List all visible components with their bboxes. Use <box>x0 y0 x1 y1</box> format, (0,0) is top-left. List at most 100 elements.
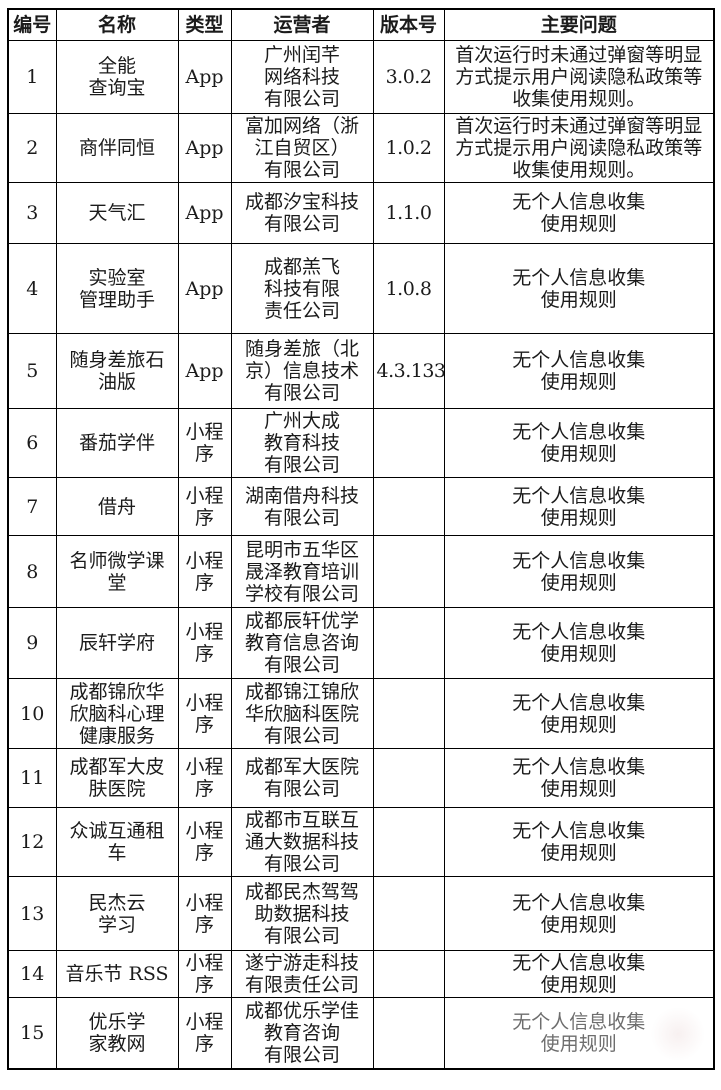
table-row: 15 优乐学 家教网 小程 序成都优乐学佳 教育咨询 有限公司 无个人信息收集 使用规… <box>7 997 715 1069</box>
issue-cell: 首次运行时未通过弹窗等明显 方式提示用户阅读隐私政策等 收集使用规则。 <box>443 40 715 114</box>
app-type-cell: 小程 序 <box>177 876 232 951</box>
version-cell: 1.1.0 <box>372 182 445 244</box>
header-cell-name: 名称 <box>55 8 179 41</box>
app-name-cell: 天气汇 <box>55 182 179 244</box>
version-cell <box>372 748 445 808</box>
operator-cell: 成都市互联互 通大数据科技 有限公司 <box>230 807 374 877</box>
row-number-cell: 5 <box>7 333 57 409</box>
table-row: 14 音乐节 RSS 小程 序遂宁游走科技 有限责任公司 无个人信息收集 使用规则 <box>7 950 715 998</box>
row-number-cell: 11 <box>7 748 57 808</box>
operator-cell: 成都民杰驾驾 助数据科技 有限公司 <box>230 876 374 951</box>
app-name-cell: 音乐节 RSS <box>55 950 179 998</box>
version-cell <box>372 477 445 536</box>
app-type-cell: App <box>177 243 232 334</box>
issue-cell: 无个人信息收集 使用规则 <box>443 333 715 409</box>
table-row: 7 借舟 小程 序湖南借舟科技 有限公司 无个人信息收集 使用规则 <box>7 477 715 536</box>
operator-cell: 遂宁游走科技 有限责任公司 <box>230 950 374 998</box>
issue-cell: 无个人信息收集 使用规则 <box>443 535 715 608</box>
app-name-cell: 优乐学 家教网 <box>55 997 179 1069</box>
row-number-cell: 4 <box>7 243 57 334</box>
operator-cell: 成都锦江锦欣 华欣脑科医院 有限公司 <box>230 678 374 749</box>
table-row: 13 民杰云 学习 小程 序成都民杰驾驾 助数据科技 有限公司 无个人信息收集 使用规… <box>7 876 715 951</box>
issue-cell: 无个人信息收集 使用规则 <box>443 876 715 951</box>
app-name-cell: 名师微学课 堂 <box>55 535 179 608</box>
issue-cell: 无个人信息收集 使用规则 <box>443 477 715 536</box>
version-cell <box>372 678 445 749</box>
app-name-cell: 成都军大皮 肤医院 <box>55 748 179 808</box>
issue-cell: 无个人信息收集 使用规则 <box>443 997 715 1069</box>
table-row: 12 众诚互通租 车小程 序成都市互联互 通大数据科技 有限公司 无个人信息收集 使… <box>7 807 715 877</box>
row-number-cell: 10 <box>7 678 57 749</box>
app-name-cell: 实验室 管理助手 <box>55 243 179 334</box>
app-name-cell: 商伴同恒 <box>55 113 179 183</box>
app-name-cell: 全能 查询宝 <box>55 40 179 114</box>
header-cell-operator: 运营者 <box>230 8 374 41</box>
table-row: 6 番茄学伴 小程 序广州大成 教育科技 有限公司 无个人信息收集 使用规则 <box>7 408 715 478</box>
app-name-cell: 成都锦欣华 欣脑科心理 健康服务 <box>55 678 179 749</box>
table-row: 4 实验室 管理助手 App 成都羔飞 科技有限 责任公司 1.0.8 无个人信息收集 使… <box>7 243 715 334</box>
table-row: 1 全能 查询宝 App 广州闰芊 网络科技 有限公司 3.0.2 首次运行时未通过弹窗等… <box>7 40 715 114</box>
version-cell <box>372 607 445 679</box>
version-cell: 4.3.133 <box>372 333 445 409</box>
row-number-cell: 3 <box>7 182 57 244</box>
issue-cell: 无个人信息收集 使用规则 <box>443 243 715 334</box>
app-name-cell: 民杰云 学习 <box>55 876 179 951</box>
version-cell: 1.0.8 <box>372 243 445 334</box>
row-number-cell: 1 <box>7 40 57 114</box>
table-row: 3 天气汇 App 成都汐宝科技 有限公司 1.1.0 无个人信息收集 使用规则 <box>7 182 715 244</box>
app-type-cell: 小程 序 <box>177 477 232 536</box>
table-row: 8 名师微学课 堂小程 序昆明市五华区 晟泽教育培训 学校有限公司 无个人信息收集 … <box>7 535 715 608</box>
version-cell <box>372 535 445 608</box>
row-number-cell: 2 <box>7 113 57 183</box>
app-type-cell: App <box>177 113 232 183</box>
row-number-cell: 7 <box>7 477 57 536</box>
app-type-cell: App <box>177 40 232 114</box>
app-type-cell: 小程 序 <box>177 408 232 478</box>
table-row: 5 随身差旅石 油版 App 随身差旅（北 京）信息技术 有限公司 4.3.133 无个人… <box>7 333 715 409</box>
app-type-cell: 小程 序 <box>177 950 232 998</box>
app-type-cell: 小程 序 <box>177 997 232 1069</box>
app-type-cell: 小程 序 <box>177 807 232 877</box>
app-name-cell: 众诚互通租 车 <box>55 807 179 877</box>
app-name-cell: 辰轩学府 <box>55 607 179 679</box>
issue-cell: 无个人信息收集 使用规则 <box>443 607 715 679</box>
app-violation-table: 编号 名称 类型 运营者 版本号 主要问题 1 全能 查询宝 App 广州闰芊 网络科… <box>7 8 715 1070</box>
operator-cell: 广州大成 教育科技 有限公司 <box>230 408 374 478</box>
header-cell-type: 类型 <box>177 8 232 41</box>
version-cell <box>372 408 445 478</box>
row-number-cell: 13 <box>7 876 57 951</box>
row-number-cell: 12 <box>7 807 57 877</box>
operator-cell: 成都优乐学佳 教育咨询 有限公司 <box>230 997 374 1069</box>
operator-cell: 广州闰芊 网络科技 有限公司 <box>230 40 374 114</box>
issue-cell: 无个人信息收集 使用规则 <box>443 678 715 749</box>
operator-cell: 成都军大医院 有限公司 <box>230 748 374 808</box>
header-cell-issue: 主要问题 <box>443 8 715 41</box>
operator-cell: 富加网络（浙 江自贸区） 有限公司 <box>230 113 374 183</box>
issue-cell: 首次运行时未通过弹窗等明显 方式提示用户阅读隐私政策等 收集使用规则。 <box>443 113 715 183</box>
issue-cell: 无个人信息收集 使用规则 <box>443 182 715 244</box>
table-row: 9 辰轩学府 小程 序成都辰轩优学 教育信息咨询 有限公司 无个人信息收集 使用规则 <box>7 607 715 679</box>
version-cell: 1.0.2 <box>372 113 445 183</box>
operator-cell: 随身差旅（北 京）信息技术 有限公司 <box>230 333 374 409</box>
app-type-cell: App <box>177 333 232 409</box>
operator-cell: 成都汐宝科技 有限公司 <box>230 182 374 244</box>
operator-cell: 湖南借舟科技 有限公司 <box>230 477 374 536</box>
operator-cell: 昆明市五华区 晟泽教育培训 学校有限公司 <box>230 535 374 608</box>
issue-cell: 无个人信息收集 使用规则 <box>443 748 715 808</box>
row-number-cell: 8 <box>7 535 57 608</box>
version-cell <box>372 997 445 1069</box>
app-type-cell: App <box>177 182 232 244</box>
issue-cell: 无个人信息收集 使用规则 <box>443 950 715 998</box>
table-row: 10 成都锦欣华 欣脑科心理 健康服务 小程 序成都锦江锦欣 华欣脑科医院 有限公司… <box>7 678 715 749</box>
header-row: 编号 名称 类型 运营者 版本号 主要问题 <box>7 8 715 41</box>
header-cell-number: 编号 <box>7 8 57 41</box>
table-row: 2 商伴同恒 App 富加网络（浙 江自贸区） 有限公司 1.0.2 首次运行时未通过弹窗… <box>7 113 715 183</box>
operator-cell: 成都辰轩优学 教育信息咨询 有限公司 <box>230 607 374 679</box>
version-cell <box>372 807 445 877</box>
operator-cell: 成都羔飞 科技有限 责任公司 <box>230 243 374 334</box>
app-type-cell: 小程 序 <box>177 607 232 679</box>
header-cell-version: 版本号 <box>372 8 445 41</box>
app-type-cell: 小程 序 <box>177 535 232 608</box>
version-cell <box>372 876 445 951</box>
app-type-cell: 小程 序 <box>177 748 232 808</box>
